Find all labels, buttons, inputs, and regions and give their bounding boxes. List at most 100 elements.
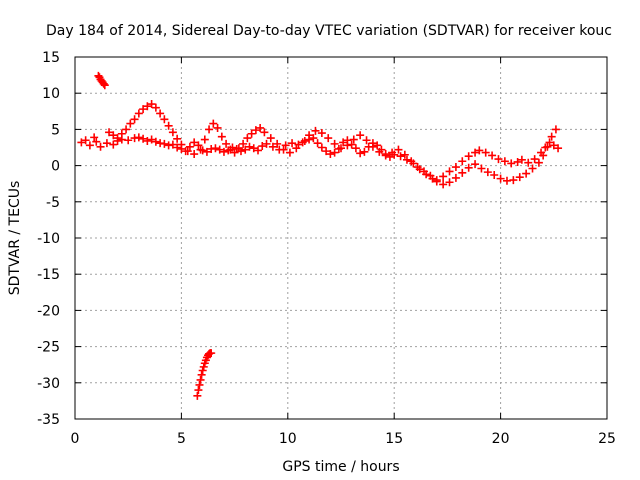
data-point: [551, 125, 560, 134]
series-track-d: [193, 349, 216, 400]
data-point: [168, 140, 177, 149]
data-point: [202, 147, 211, 156]
data-point: [134, 109, 143, 118]
data-point: [211, 144, 220, 153]
y-tick-label: 0: [51, 159, 60, 175]
y-axis-ticks: 15 10 5 0 -5 -10 -15 -20 -25 -30 -35: [37, 50, 607, 428]
data-point: [388, 148, 397, 157]
y-axis-label: SDTVAR / TECUs: [7, 181, 23, 296]
data-point: [256, 123, 265, 132]
y-tick-label: -30: [37, 376, 60, 392]
data-point: [311, 126, 320, 135]
data-point: [317, 143, 326, 152]
data-point: [241, 145, 250, 154]
data-point: [92, 137, 101, 146]
data-point: [160, 115, 169, 124]
data-point: [258, 142, 267, 151]
data-point: [109, 140, 118, 149]
series-track-c: [94, 71, 109, 90]
data-point: [419, 167, 428, 176]
data-point: [183, 147, 192, 156]
data-point: [509, 176, 518, 185]
data-point: [381, 151, 390, 160]
data-point: [494, 155, 503, 164]
data-point: [375, 147, 384, 156]
data-point: [164, 121, 173, 130]
data-point: [245, 142, 254, 151]
data-point: [249, 144, 258, 153]
data-point: [343, 141, 352, 150]
data-point: [324, 134, 333, 143]
y-tick-label: -20: [37, 303, 60, 319]
data-point: [230, 148, 239, 157]
data-point: [143, 136, 152, 145]
data-point: [475, 146, 484, 155]
data-point: [190, 150, 199, 159]
data-point: [194, 141, 203, 150]
plot-frame: [74, 56, 608, 420]
data-point: [471, 148, 480, 157]
y-tick-label: 5: [51, 122, 60, 138]
data-point: [528, 164, 537, 173]
data-point: [292, 144, 301, 153]
data-point: [222, 139, 231, 148]
data-point: [471, 160, 480, 169]
data-point: [351, 144, 360, 153]
data-point: [266, 134, 275, 143]
data-point: [481, 148, 490, 157]
data-point: [317, 129, 326, 138]
data-point: [217, 132, 226, 141]
data-point: [185, 142, 194, 151]
data-point: [130, 115, 139, 124]
data-point: [330, 148, 339, 157]
data-point: [285, 148, 294, 157]
data-point: [268, 142, 277, 151]
data-point: [396, 152, 405, 161]
x-tick-label: 10: [279, 431, 297, 447]
data-point: [100, 81, 109, 90]
data-point: [81, 136, 90, 145]
data-point: [362, 136, 371, 145]
data-point: [305, 131, 314, 140]
y-tick-label: 15: [42, 50, 60, 66]
data-point: [507, 159, 516, 168]
data-point: [279, 145, 288, 154]
data-point: [464, 152, 473, 161]
y-tick-label: -5: [46, 195, 60, 211]
y-tick-label: -10: [37, 231, 60, 247]
data-point: [339, 138, 348, 147]
data-point: [326, 150, 335, 159]
data-point: [413, 163, 422, 172]
data-point: [193, 391, 202, 400]
data-point: [432, 177, 441, 186]
data-point: [205, 125, 214, 134]
data-point: [543, 142, 552, 151]
data-point: [530, 155, 539, 164]
data-point: [496, 174, 505, 183]
data-point: [195, 380, 204, 389]
data-point: [196, 375, 205, 384]
data-point: [219, 147, 228, 156]
chart-title: Day 184 of 2014, Sidereal Day-to-day VTE…: [46, 23, 612, 39]
data-point: [139, 105, 148, 114]
data-point: [522, 169, 531, 178]
data-point: [105, 128, 114, 137]
data-point: [549, 141, 558, 150]
data-point: [313, 139, 322, 148]
data-point: [349, 135, 358, 144]
data-point: [500, 157, 509, 166]
data-point: [85, 141, 94, 150]
y-tick-label: -25: [37, 340, 60, 356]
data-point: [126, 119, 135, 128]
data-point: [273, 139, 282, 148]
series-track-a: [77, 133, 563, 185]
y-tick-label: -35: [37, 412, 60, 428]
data-point: [199, 362, 208, 371]
data-point: [147, 135, 156, 144]
data-point: [99, 79, 108, 88]
x-tick-label: 15: [385, 431, 403, 447]
data-point: [445, 178, 454, 187]
data-point: [239, 139, 248, 148]
data-point: [400, 150, 409, 159]
data-point: [513, 157, 522, 166]
